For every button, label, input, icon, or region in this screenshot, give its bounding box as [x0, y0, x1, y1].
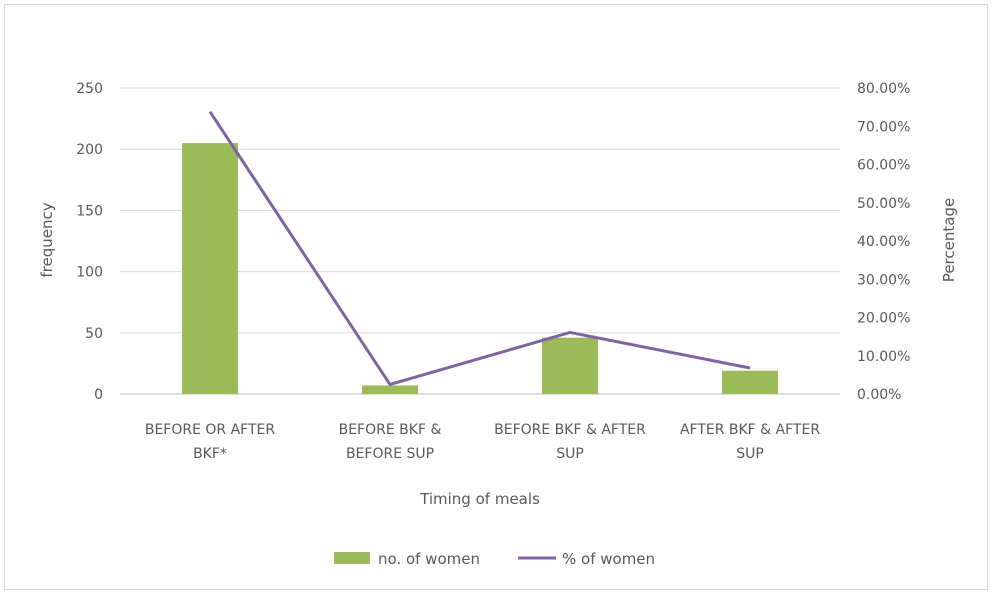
x-tick-label: AFTER BKF & AFTER SUP — [680, 422, 820, 462]
x-tick-label: BEFORE BKF & BEFORE SUP — [339, 422, 442, 462]
x-tick-label: BEFORE OR AFTER BKF* — [145, 422, 276, 462]
gridlines — [120, 87, 840, 395]
y2-tick-label: 30.00% — [857, 272, 910, 288]
left-axis-ticks: 0 50 100 150 200 250 — [76, 81, 103, 403]
bar — [722, 370, 778, 394]
bar — [182, 143, 238, 394]
y-tick-label: 0 — [94, 387, 103, 403]
y2-tick-label: 80.00% — [857, 81, 910, 97]
bar — [362, 385, 418, 394]
y2-tick-label: 10.00% — [857, 349, 910, 365]
legend: no. of women % of women — [334, 550, 655, 568]
y2-tick-label: 20.00% — [857, 311, 910, 327]
y-tick-label: 200 — [76, 142, 103, 158]
y2-tick-label: 0.00% — [857, 387, 901, 403]
y-tick-label: 150 — [76, 203, 103, 219]
right-axis-ticks: 0.00% 10.00% 20.00% 30.00% 40.00% 50.00% 60.00… — [857, 81, 910, 403]
x-axis-ticks: BEFORE OR AFTER BKF* BEFORE BKF & BEFORE SU… — [145, 422, 820, 462]
y-tick-label: 50 — [85, 326, 103, 342]
y2-axis-title: Percentage — [940, 198, 958, 282]
y2-tick-label: 40.00% — [857, 234, 910, 250]
legend-label-line: % of women — [562, 550, 655, 568]
legend-swatch-bar — [334, 552, 370, 564]
bar-series — [182, 143, 778, 394]
chart-frame — [4, 4, 988, 590]
y2-tick-label: 50.00% — [857, 196, 910, 212]
y-axis-title: frequency — [38, 202, 56, 277]
y-tick-label: 100 — [76, 265, 103, 281]
y2-tick-label: 70.00% — [857, 119, 910, 135]
line-series — [208, 110, 751, 386]
y2-tick-label: 60.00% — [857, 158, 910, 174]
x-tick-label: BEFORE BKF & AFTER SUP — [494, 422, 646, 462]
x-axis-title: Timing of meals — [419, 490, 540, 508]
bar — [542, 337, 598, 394]
legend-label-bar: no. of women — [378, 550, 480, 568]
y-tick-label: 250 — [76, 81, 103, 97]
series-line — [208, 110, 751, 386]
